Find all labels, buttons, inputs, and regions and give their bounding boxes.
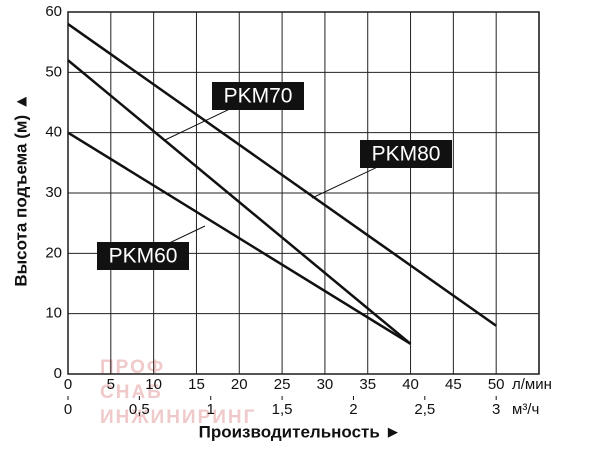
y-tick-label: 20 [45,244,62,261]
x2-tick-label: 2,5 [414,401,435,418]
series-label: PKM70 [224,85,293,108]
x2-tick-label: 1 [207,401,215,418]
y-tick-label: 40 [45,124,62,141]
x2-tick-label: 1,5 [272,401,293,418]
x-tick-label: 20 [231,376,248,393]
y-tick-label: 60 [45,3,62,20]
x-tick-label: 0 [64,376,72,393]
x-tick-label: 15 [188,376,205,393]
x-tick-label: 25 [274,376,291,393]
series-line [67,131,412,345]
x-tick-label: 30 [317,376,334,393]
label-box [97,242,189,270]
y-tick-label: 10 [45,305,62,322]
label-box [360,140,452,168]
series-line [67,59,412,345]
x2-tick-label: 2 [349,401,357,418]
x2-tick-label: 0 [64,401,72,418]
x-axis-title: Производительность ► [199,422,402,441]
y-tick-label: 50 [45,63,62,80]
y-tick-label: 0 [54,365,62,382]
y-axis-title: Высота подъема (м) ▲ [11,93,30,286]
x-tick-label: 50 [488,376,505,393]
watermark: ПРОФ [100,357,165,378]
y-tick-label: 30 [45,184,62,201]
label-box [212,82,304,110]
series-label: PKM60 [109,245,178,268]
x-tick-label: 10 [145,376,162,393]
x2-tick-label: 0,5 [129,401,150,418]
x-tick-label: 45 [445,376,462,393]
x2-tick-label: 3 [492,401,500,418]
x-tick-label: 5 [107,376,115,393]
x-unit: л/мин [512,376,552,393]
watermark: СНАБ [100,382,163,403]
x2-unit: м³/ч [512,401,539,418]
series-label: PKM80 [372,143,441,166]
x-tick-label: 40 [402,376,419,393]
watermark: ИНЖИНИРИНГ [100,407,256,428]
x-tick-label: 35 [359,376,376,393]
series-line [67,23,497,327]
